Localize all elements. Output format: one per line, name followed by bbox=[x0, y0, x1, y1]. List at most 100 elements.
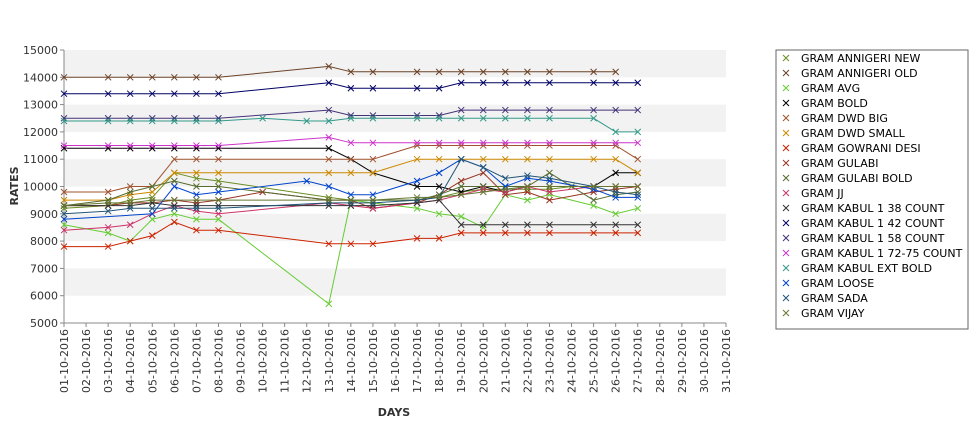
data-point bbox=[126, 237, 134, 245]
data-point bbox=[546, 183, 553, 190]
x-tick-label: 09-10-2016 bbox=[235, 329, 248, 393]
data-point bbox=[259, 114, 266, 122]
data-point bbox=[546, 106, 553, 114]
data-point bbox=[413, 199, 421, 207]
legend-marker bbox=[782, 69, 790, 77]
data-point bbox=[612, 79, 620, 87]
legend-label: GRAM LOOSE bbox=[801, 277, 874, 290]
data-point bbox=[634, 191, 642, 199]
data-point bbox=[148, 194, 156, 201]
data-point bbox=[590, 106, 597, 114]
data-point bbox=[479, 79, 487, 87]
y-tick-label: 5000 bbox=[30, 317, 58, 330]
data-point bbox=[126, 142, 134, 149]
legend-label: GRAM AVG bbox=[801, 82, 860, 95]
data-point bbox=[479, 224, 487, 231]
data-point bbox=[479, 114, 487, 122]
data-point bbox=[170, 202, 178, 209]
data-point bbox=[60, 210, 68, 218]
legend-marker bbox=[782, 84, 790, 92]
data-point bbox=[126, 114, 134, 122]
data-point bbox=[413, 183, 421, 190]
x-tick-label: 30-10-2016 bbox=[698, 329, 711, 393]
data-point bbox=[501, 188, 509, 196]
legend-marker bbox=[782, 309, 790, 317]
chart-legend: GRAM ANNIGERI NEW GRAM ANNIGERI OLD GRAM A… bbox=[775, 49, 969, 330]
data-point bbox=[369, 155, 377, 163]
legend-label: GRAM SADA bbox=[801, 292, 868, 305]
data-point bbox=[479, 68, 487, 76]
data-point bbox=[104, 90, 112, 98]
data-point bbox=[524, 68, 531, 76]
data-point bbox=[457, 114, 465, 122]
data-point bbox=[457, 106, 465, 114]
x-tick-label: 04-10-2016 bbox=[124, 329, 137, 393]
data-point bbox=[634, 106, 642, 114]
legend-label: GRAM DWD SMALL bbox=[801, 127, 906, 140]
data-point bbox=[60, 114, 68, 122]
data-point bbox=[325, 117, 333, 125]
data-point bbox=[325, 240, 333, 248]
data-point bbox=[501, 68, 509, 76]
x-tick-label: 01-10-2016 bbox=[58, 329, 71, 393]
data-point bbox=[170, 218, 178, 226]
x-tick-label: 24-10-2016 bbox=[566, 329, 579, 393]
data-point bbox=[501, 185, 509, 193]
data-point bbox=[369, 191, 377, 199]
data-point bbox=[524, 183, 531, 190]
data-point bbox=[60, 243, 68, 250]
series-lines bbox=[60, 63, 642, 308]
legend-item: GRAM DWD BIG bbox=[782, 112, 888, 125]
data-point bbox=[435, 194, 443, 201]
x-tick-label: 26-10-2016 bbox=[610, 329, 623, 393]
grid-band bbox=[64, 268, 726, 296]
data-point bbox=[104, 188, 112, 196]
legend-label: GRAM ANNIGERI NEW bbox=[801, 52, 920, 65]
legend-item: GRAM GOWRANI DESI bbox=[782, 142, 921, 155]
legend-label: GRAM ANNIGERI OLD bbox=[801, 67, 918, 80]
data-point bbox=[325, 199, 333, 207]
data-point bbox=[104, 229, 112, 237]
legend-marker bbox=[782, 144, 790, 152]
data-point bbox=[413, 68, 421, 76]
data-point bbox=[325, 63, 333, 70]
data-point bbox=[170, 155, 178, 163]
data-point bbox=[524, 139, 531, 147]
data-point bbox=[104, 224, 112, 231]
data-point bbox=[104, 207, 112, 215]
data-point bbox=[193, 174, 200, 182]
x-axis-ticks: 01-10-2016 02-10-2016 03-10-2016 04-10-2016… bbox=[58, 323, 733, 393]
data-point bbox=[634, 79, 642, 87]
y-axis-ticks: 5000 6000 7000 8000 9000 10000 11000 12000 13000… bbox=[23, 44, 64, 330]
legend-marker bbox=[782, 234, 790, 242]
data-point bbox=[413, 177, 421, 185]
y-tick-label: 12000 bbox=[23, 126, 58, 139]
data-point bbox=[325, 155, 333, 163]
series-line bbox=[63, 158, 638, 215]
data-point bbox=[126, 188, 134, 196]
data-point bbox=[193, 90, 200, 98]
data-point bbox=[347, 191, 355, 199]
data-point bbox=[612, 128, 620, 136]
data-point bbox=[347, 68, 355, 76]
series-11 bbox=[60, 196, 642, 229]
data-point bbox=[215, 155, 222, 163]
legend-box bbox=[775, 49, 969, 330]
data-point bbox=[546, 114, 553, 122]
data-point bbox=[457, 68, 465, 76]
x-tick-label: 25-10-2016 bbox=[588, 329, 601, 393]
data-point bbox=[479, 155, 487, 163]
data-point bbox=[435, 114, 443, 122]
data-point bbox=[590, 155, 597, 163]
data-point bbox=[148, 183, 156, 190]
data-point bbox=[193, 207, 200, 215]
data-point bbox=[60, 117, 68, 125]
legend-marker bbox=[782, 159, 790, 167]
legend-item: GRAM GULABI bbox=[782, 157, 879, 170]
data-point bbox=[546, 79, 553, 87]
data-point bbox=[435, 235, 443, 242]
data-point bbox=[369, 169, 377, 177]
legend-item: GRAM SADA bbox=[782, 292, 868, 305]
data-point bbox=[215, 169, 222, 177]
data-point bbox=[126, 221, 134, 229]
